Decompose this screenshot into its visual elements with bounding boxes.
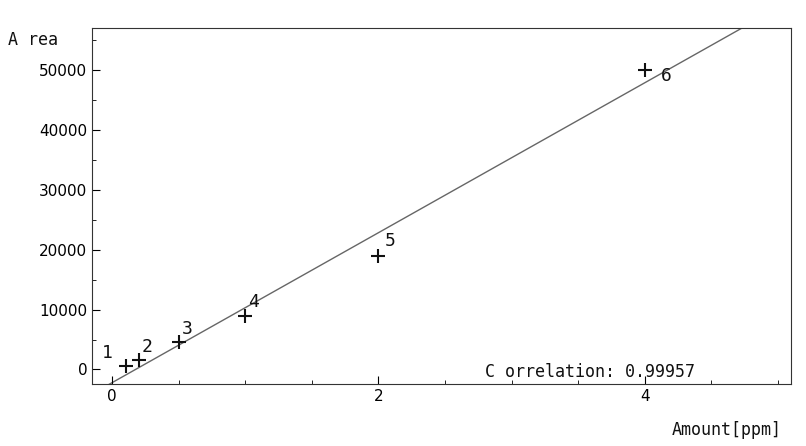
Text: Amount[ppm]: Amount[ppm] [672,421,782,439]
Point [119,363,132,370]
Text: 1: 1 [102,343,113,362]
Text: 3: 3 [181,320,193,338]
Point [172,339,185,346]
Text: 5: 5 [385,232,396,250]
Text: A rea: A rea [8,31,58,49]
Point [239,312,251,319]
Point [638,67,651,74]
Text: C orrelation: 0.99957: C orrelation: 0.99957 [485,363,695,381]
Text: 6: 6 [661,67,671,85]
Text: 4: 4 [248,293,259,311]
Point [372,252,385,259]
Point [132,357,145,364]
Text: 2: 2 [142,338,152,355]
